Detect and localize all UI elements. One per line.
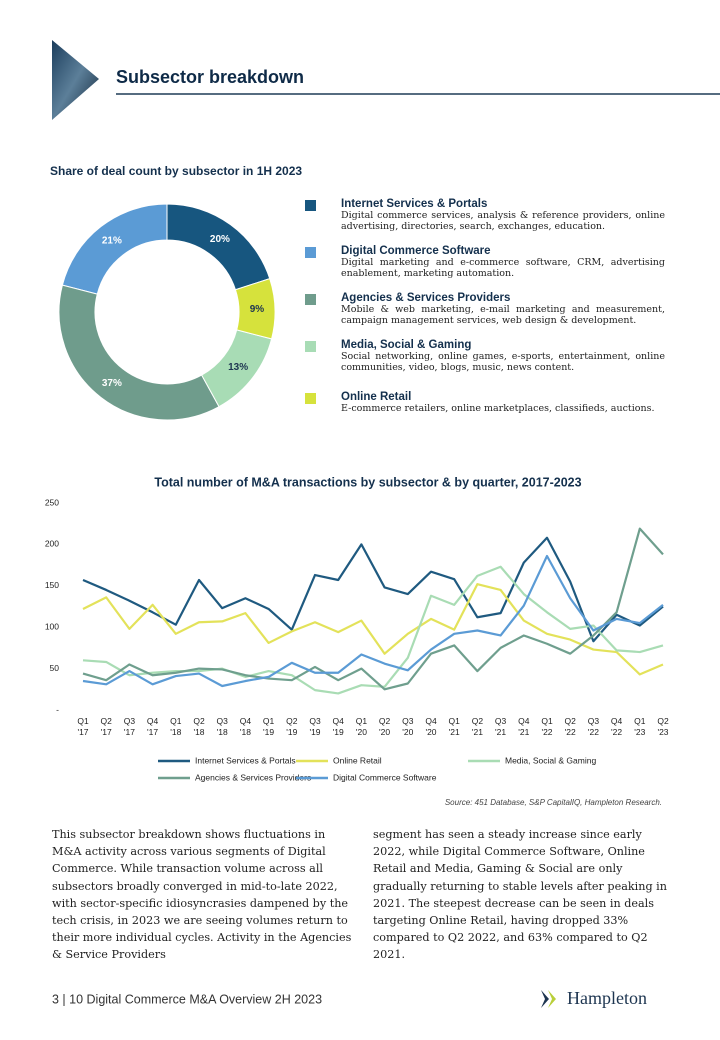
y-tick-label: 250 [45, 497, 59, 507]
x-tick-label: Q1 '22 [541, 716, 553, 737]
legend-label: Online Retail [333, 755, 382, 765]
legend-name: Agencies & Services Providers [341, 292, 511, 304]
y-tick-label: 150 [45, 580, 59, 590]
slice-label: 9% [250, 304, 265, 315]
legend-desc: Mobile & web marketing, e-mail marketing… [341, 304, 665, 326]
logo-text: Hampleton [567, 988, 647, 1008]
legend-swatch [305, 200, 316, 211]
body-left: This subsector breakdown shows fluctuati… [52, 828, 352, 962]
legend-desc: Digital commerce services, analysis & re… [341, 210, 665, 232]
donut-slice [234, 277, 276, 340]
legend-desc: E-commerce retailers, online marketplace… [341, 403, 655, 414]
legend-swatch [305, 393, 316, 404]
legend-name: Internet Services & Portals [341, 198, 488, 210]
y-tick-label: - [56, 704, 59, 714]
x-tick-label: Q4 '17 [146, 716, 159, 737]
slice-label: 37% [102, 378, 122, 389]
legend-name: Media, Social & Gaming [341, 339, 472, 351]
x-tick-label: Q3 '17 [123, 716, 136, 737]
x-tick-label: Q1 '19 [262, 716, 275, 737]
legend-item: Media, Social & Gaming Social networking,… [305, 339, 665, 373]
logo-mark [548, 990, 556, 1008]
x-tick-label: Q2 '21 [471, 716, 484, 737]
donut-slice [166, 203, 271, 291]
x-tick-label: Q2 '17 [100, 716, 112, 737]
body-right: segment has seen a steady increase since… [373, 828, 667, 962]
legend-item: Agencies & Services Providers Mobile & we… [305, 292, 665, 326]
slice-label: 13% [228, 362, 248, 373]
x-tick-label: Q2 '19 [286, 716, 298, 737]
donut-slice [61, 203, 168, 295]
x-tick-label: Q3 '22 [587, 716, 600, 737]
line-title: Total number of M&A transactions by subs… [154, 475, 581, 489]
header-graphic [52, 40, 99, 120]
source: Source: 451 Database, S&P CapitalIQ, Ham… [445, 798, 662, 807]
legend-swatch [305, 341, 316, 352]
y-tick-label: 200 [45, 539, 59, 549]
legend-label: Agencies & Services Providers [195, 772, 311, 782]
x-tick-label: Q1 '17 [77, 716, 89, 737]
legend-name: Online Retail [341, 391, 412, 403]
legend-item: Digital Commerce Software Digital marketi… [305, 245, 665, 279]
legend-item: Internet Services & Portals Digital comme… [305, 198, 665, 232]
x-tick-label: Q2 '18 [193, 716, 205, 737]
logo-mark [541, 990, 549, 1008]
x-tick-label: Q2 '20 [378, 716, 391, 737]
legend-swatch [305, 247, 316, 258]
legend-item: Online Retail E-commerce retailers, onlin… [305, 391, 665, 414]
y-tick-label: 100 [45, 621, 59, 631]
x-tick-label: Q2 '22 [564, 716, 576, 737]
series-line [82, 536, 664, 643]
legend-label: Digital Commerce Software [333, 772, 437, 782]
x-tick-label: Q4 '22 [610, 716, 623, 737]
page-title: Subsector breakdown [116, 67, 304, 87]
series-line [82, 583, 664, 676]
x-tick-label: Q3 '20 [402, 716, 414, 737]
legend-label: Internet Services & Portals [195, 755, 296, 765]
x-tick-label: Q1 '21 [448, 716, 460, 737]
x-tick-label: Q1 '23 [634, 716, 646, 737]
footer-page: 3 | 10 Digital Commerce M&A Overview 2H … [52, 992, 322, 1006]
x-tick-label: Q3 '21 [494, 716, 507, 737]
legend-desc: Digital marketing and e-commerce softwar… [341, 257, 665, 279]
x-tick-label: Q1 '20 [355, 716, 368, 737]
x-tick-label: Q4 '19 [332, 716, 344, 737]
legend-label: Media, Social & Gaming [505, 755, 596, 765]
slice-label: 21% [102, 236, 122, 247]
legend-swatch [305, 294, 316, 305]
donut-slice [201, 329, 273, 408]
series-line [82, 554, 664, 688]
x-tick-label: Q4 '18 [239, 716, 252, 737]
x-tick-label: Q4 '21 [518, 716, 530, 737]
x-tick-label: Q3 '18 [216, 716, 228, 737]
legend-name: Digital Commerce Software [341, 245, 491, 257]
legend-desc: Social networking, online games, e-sport… [341, 351, 665, 373]
slice-label: 20% [210, 234, 230, 245]
series-line [82, 527, 664, 691]
x-tick-label: Q2 '23 [657, 716, 669, 737]
donut-title: Share of deal count by subsector in 1H 2… [50, 164, 302, 178]
donut-legend: Internet Services & Portals Digital comme… [305, 198, 665, 427]
donut-slice [58, 284, 220, 421]
x-tick-label: Q3 '19 [309, 716, 321, 737]
x-tick-label: Q1 '18 [170, 716, 182, 737]
x-tick-label: Q4 '20 [425, 716, 437, 737]
y-tick-label: 50 [50, 663, 60, 673]
